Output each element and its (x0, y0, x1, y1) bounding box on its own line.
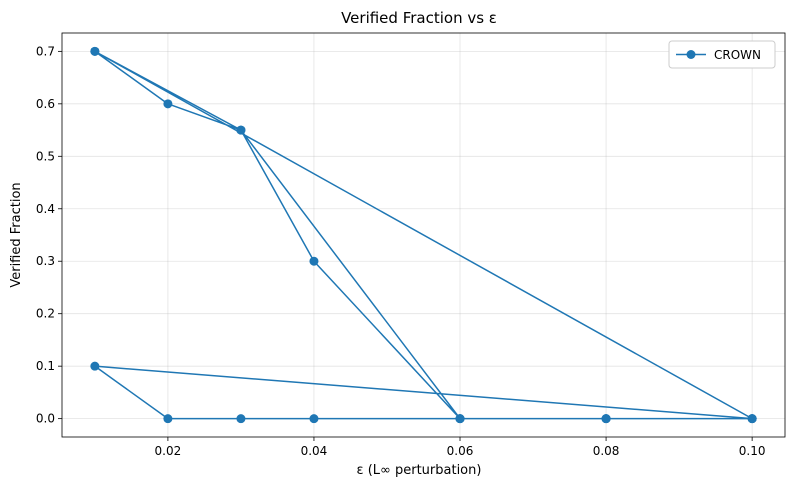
y-tick-label: 0.4 (36, 202, 55, 216)
data-point (309, 414, 319, 424)
data-point (601, 414, 611, 424)
y-tick-label: 0.1 (36, 359, 55, 373)
legend-label-crown: CROWN (714, 48, 761, 62)
y-tick-label: 0.6 (36, 97, 55, 111)
x-tick-label: 0.02 (155, 444, 182, 458)
data-point (747, 414, 757, 424)
x-tick-label: 0.06 (447, 444, 474, 458)
y-tick-label: 0.0 (36, 412, 55, 426)
y-tick-label: 0.2 (36, 307, 55, 321)
data-point (309, 256, 319, 266)
x-tick-label: 0.10 (739, 444, 766, 458)
series-layer (90, 46, 757, 424)
data-point (90, 361, 100, 371)
x-tick-label: 0.04 (301, 444, 328, 458)
y-tick-label: 0.7 (36, 44, 55, 58)
legend-box (668, 40, 776, 69)
plot-area-frame (61, 32, 786, 438)
data-point (163, 414, 173, 424)
legend-marker-crown (686, 50, 696, 59)
data-point (236, 125, 246, 135)
chart-title: Verified Fraction vs ε (341, 9, 497, 27)
data-point (455, 414, 465, 424)
y-tick-label: 0.3 (36, 254, 55, 268)
y-tick-label: 0.5 (36, 149, 55, 163)
x-axis-label: ε (L∞ perturbation) (357, 463, 482, 478)
y-axis-label: Verified Fraction (9, 182, 24, 287)
data-point (163, 99, 173, 109)
data-point (90, 46, 100, 56)
ticks-layer: 0.02 0.04 0.06 0.08 0.10 0.0 0.1 0.2 0.3 0.4 0.5 0.… (36, 44, 766, 458)
x-tick-label: 0.08 (593, 444, 620, 458)
legend: CROWN (668, 40, 776, 69)
data-point (236, 414, 246, 424)
